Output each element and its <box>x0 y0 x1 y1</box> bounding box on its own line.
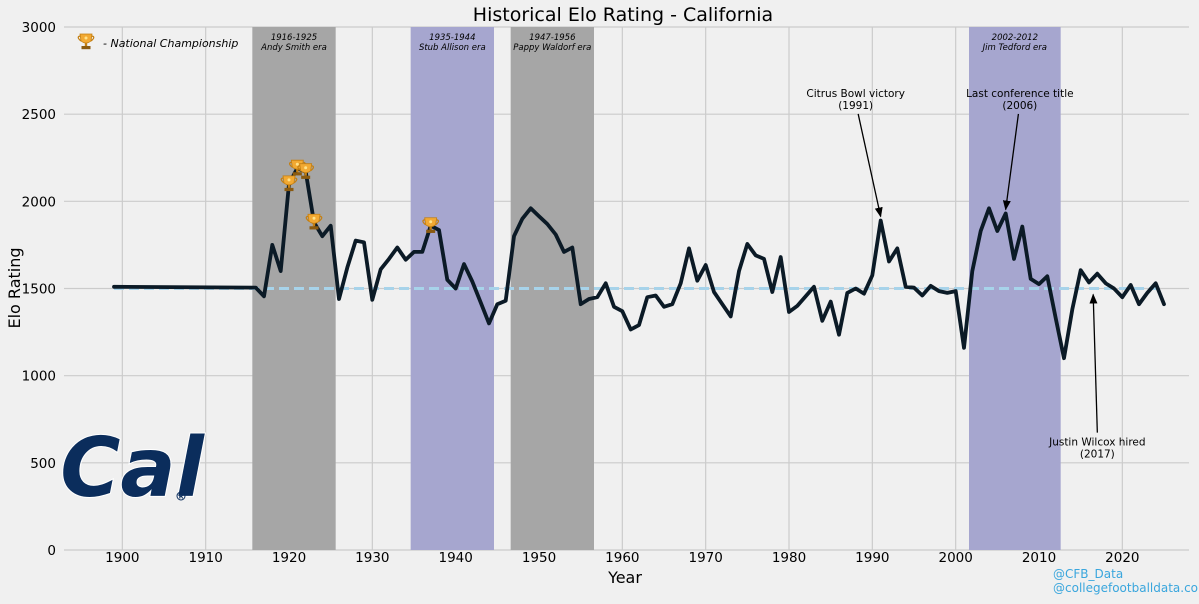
elo-series-line <box>112 166 1166 361</box>
y-tick-label: 1500 <box>22 282 56 298</box>
x-tick-label: 1990 <box>855 550 889 566</box>
x-tick-label: 2010 <box>1022 550 1056 566</box>
era-years-label: 1935-1944 <box>429 33 475 43</box>
era-name-label: Stub Allison era <box>419 43 486 53</box>
era-years-label: 1947-1956 <box>529 33 576 43</box>
annotation-year: (1991) <box>838 100 873 112</box>
x-tick-label: 2000 <box>938 550 972 566</box>
registered-mark-icon <box>176 491 186 501</box>
x-tick-label: 1910 <box>188 550 222 566</box>
x-tick-label: 1920 <box>272 550 306 566</box>
cal-logo-text: Cal <box>60 421 206 516</box>
y-tick-label: 0 <box>47 543 56 559</box>
x-tick-label: 1960 <box>605 550 639 566</box>
x-axis-label: Year <box>607 568 642 587</box>
annotation-title: Justin Wilcox hired <box>1048 437 1145 449</box>
x-tick-label: 1970 <box>688 550 722 566</box>
annotation-year: (2006) <box>1002 100 1037 112</box>
annotation-arrow <box>1002 113 1020 211</box>
chart-legend: - National Championship <box>77 33 238 50</box>
era-name-label: Andy Smith era <box>260 43 327 53</box>
y-tick-label: 2000 <box>22 194 56 210</box>
era-name-label: Pappy Waldorf era <box>513 43 591 53</box>
annotation-arrow <box>857 113 883 218</box>
x-tick-label: 1980 <box>772 550 806 566</box>
annotation-title: Last conference title <box>966 88 1074 100</box>
y-tick-label: 500 <box>30 456 56 472</box>
annotation-year: (2017) <box>1080 449 1115 461</box>
annotation-title: Citrus Bowl victory <box>806 88 905 100</box>
y-tick-label: 1000 <box>22 369 56 385</box>
registered-mark-icon-glyph: R <box>179 494 184 501</box>
era-name-label: Jim Tedford era <box>981 43 1047 53</box>
chart-title: Historical Elo Rating - California <box>473 4 773 26</box>
x-tick-label: 1930 <box>355 550 389 566</box>
y-axis-label: Elo Rating <box>5 247 24 328</box>
credit-twitter: @CFB_Data <box>1053 567 1124 581</box>
x-tick-label: 2020 <box>1105 550 1139 566</box>
trophy-icon <box>77 33 95 50</box>
credit-website: @collegefootballdata.com <box>1053 581 1199 595</box>
x-tick-label: 1950 <box>522 550 556 566</box>
era-years-label: 2002-2012 <box>992 33 1038 43</box>
annotation-arrow <box>1089 293 1098 433</box>
x-tick-label: 1900 <box>105 550 139 566</box>
era-years-label: 1916-1925 <box>271 33 317 43</box>
cal-logo: Cal R <box>59 420 207 517</box>
y-tick-label: 3000 <box>22 20 56 36</box>
y-tick-label: 2500 <box>22 107 56 123</box>
legend-label: - National Championship <box>103 37 238 50</box>
x-tick-label: 1940 <box>438 550 472 566</box>
